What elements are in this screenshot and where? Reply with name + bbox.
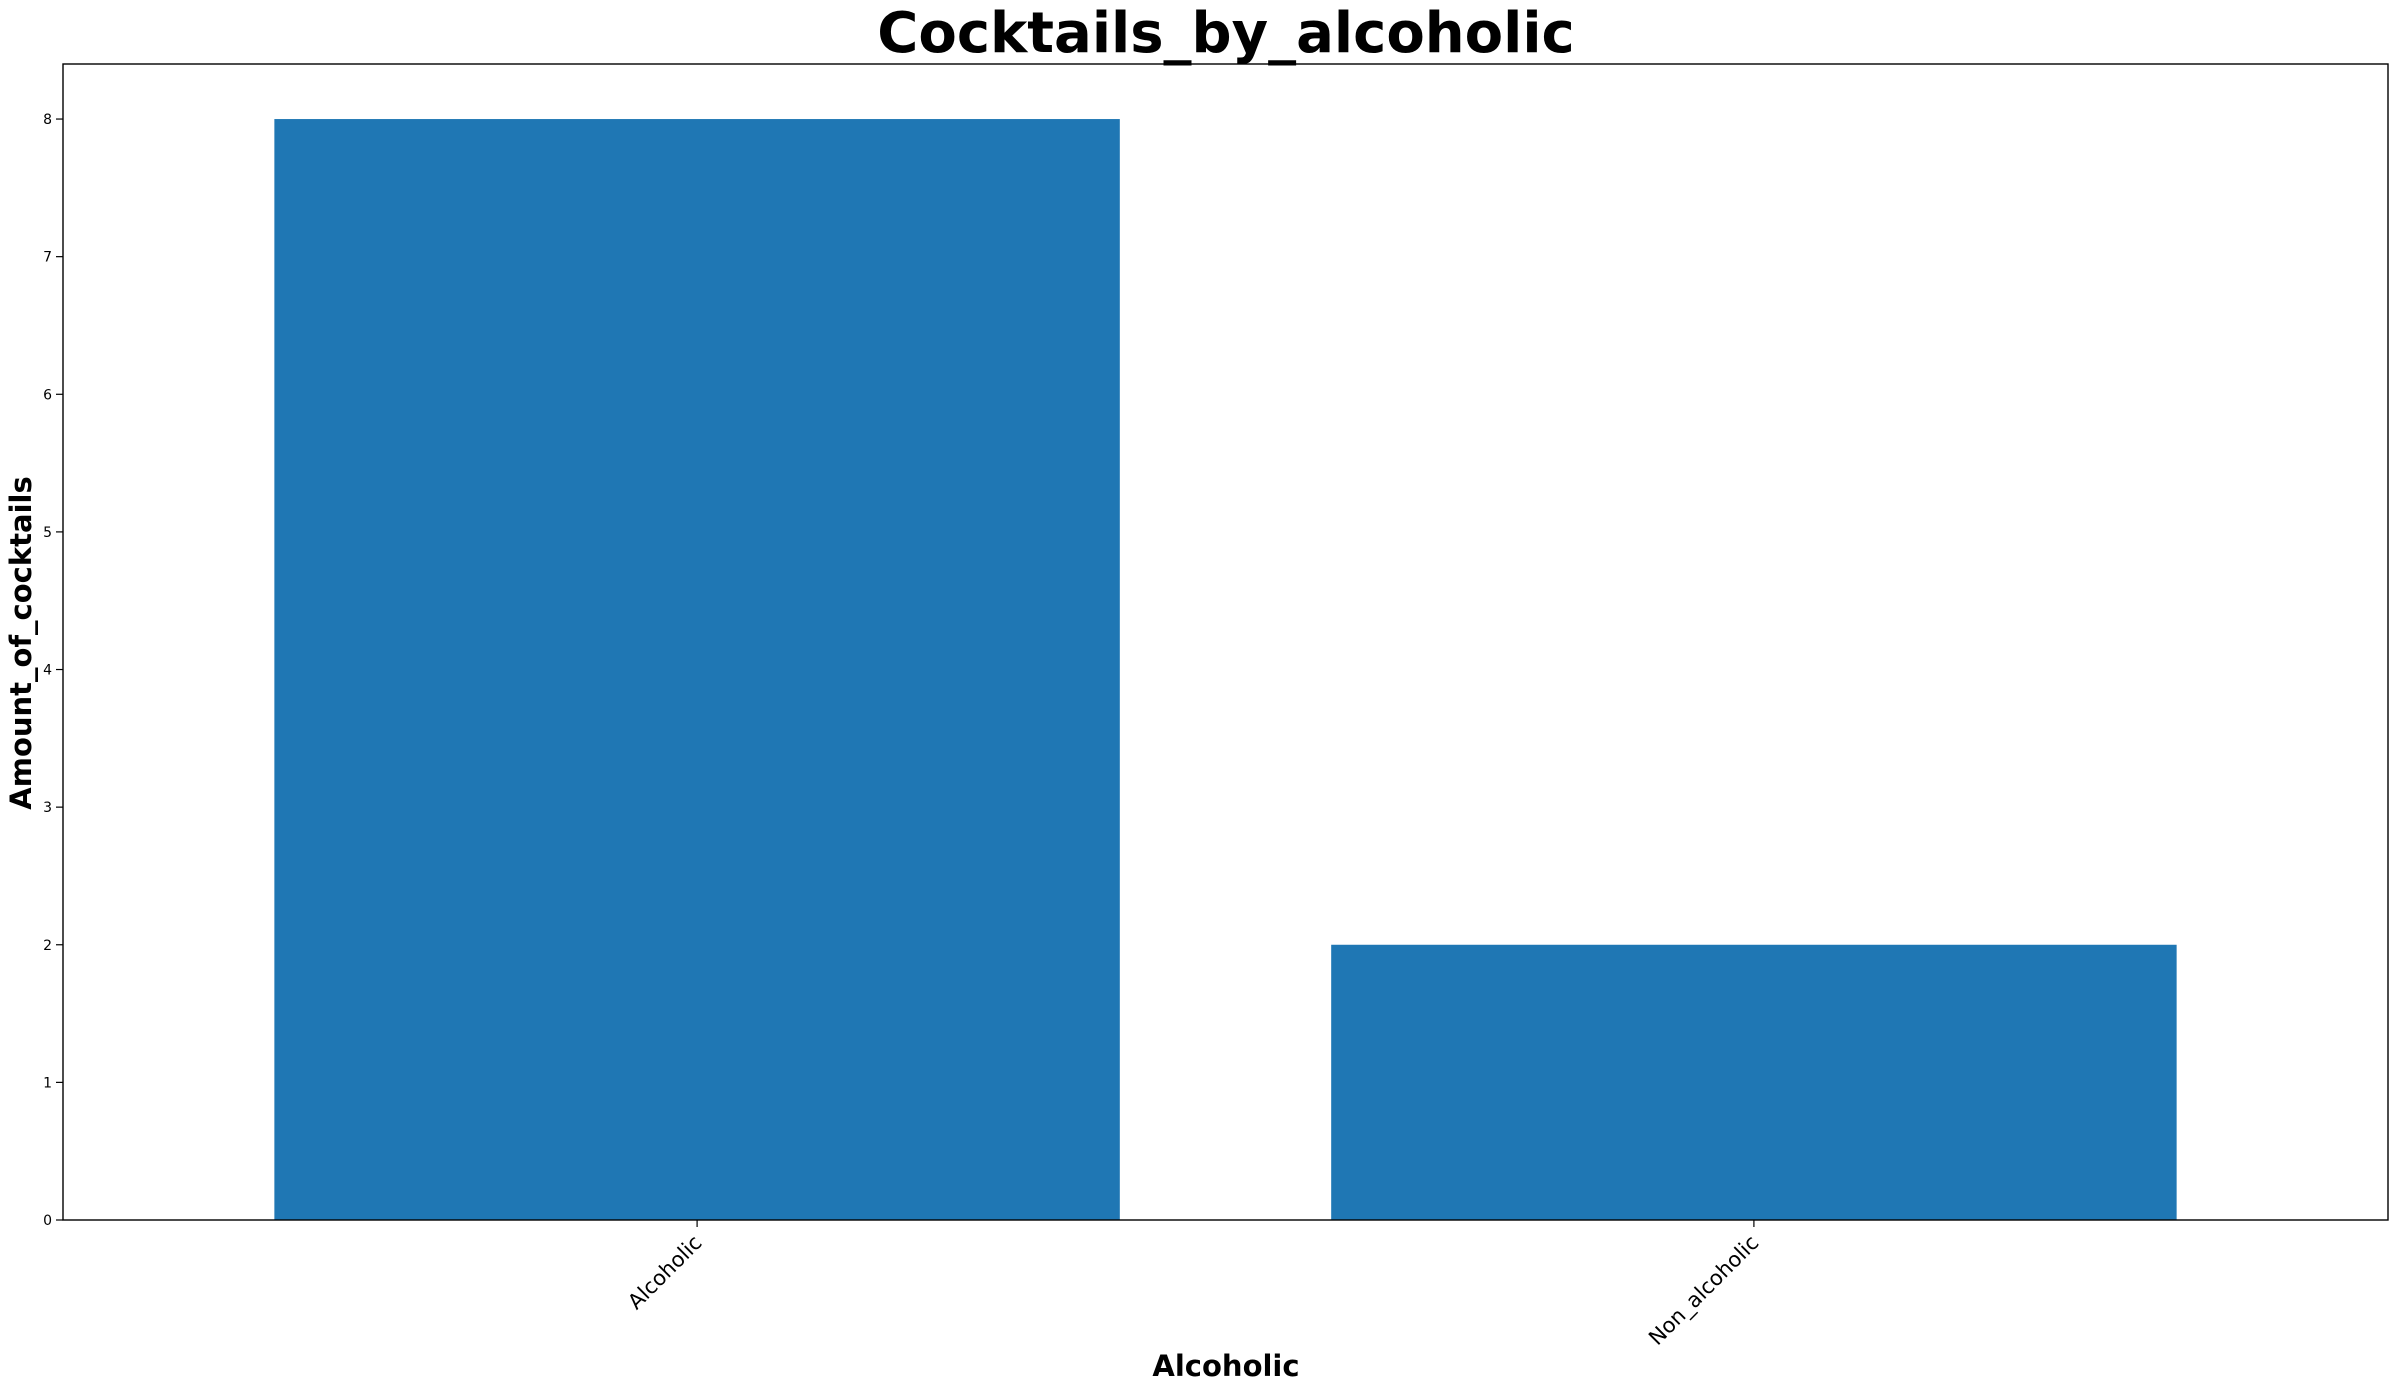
y-tick-label: 6: [43, 387, 52, 403]
y-tick-label: 2: [43, 938, 52, 954]
x-axis-label: Alcoholic: [1152, 1349, 1299, 1383]
y-tick-label: 8: [43, 112, 52, 128]
x-axis: Alcoholic Non_alcoholic: [623, 1220, 1764, 1351]
bars-group: [274, 119, 2177, 1221]
plot-area-frame: [62, 63, 2389, 1221]
y-tick-label: 4: [43, 663, 52, 679]
y-axis-label: Amount_of_cocktails: [4, 476, 38, 809]
bar-alcoholic: [274, 119, 1120, 1221]
y-tick-label: 0: [43, 1213, 52, 1229]
y-tick-label: 1: [43, 1075, 52, 1091]
bar-non-alcoholic: [1331, 944, 2177, 1220]
y-axis: 0 1 2 3 4 5 6 7 8: [43, 112, 63, 1229]
y-tick-label: 3: [43, 800, 52, 816]
y-tick-label: 7: [43, 250, 52, 266]
x-tick-label-alcoholic: Alcoholic: [623, 1231, 706, 1314]
y-tick-label: 5: [43, 525, 52, 541]
x-tick-label-non-alcoholic: Non_alcoholic: [1644, 1231, 1764, 1351]
chart-title: Cocktails_by_alcoholic: [877, 1, 1574, 66]
